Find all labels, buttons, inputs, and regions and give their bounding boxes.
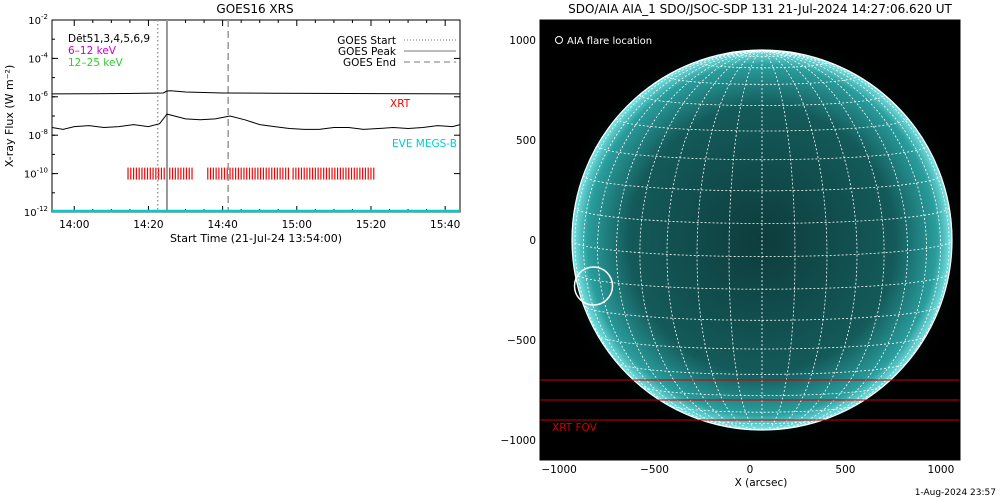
longitude-line [761, 50, 828, 431]
aia-x-tick-label: 0 [747, 464, 754, 476]
series-goes-short-channel [51, 113, 461, 130]
latitude-line [574, 207, 950, 224]
x-tick-label: 15:20 [356, 219, 386, 231]
goes-title: GOES16 XRS [216, 2, 293, 16]
longitude-line [761, 50, 908, 429]
longitude-line [761, 50, 858, 431]
latitude-line [696, 61, 828, 69]
latitude-line [699, 418, 825, 424]
flare-legend-symbol [555, 36, 563, 44]
aia-y-tick-label: 500 [516, 135, 536, 147]
y-tick-label: 10-8 [28, 128, 48, 142]
latitude-line [616, 362, 908, 375]
goes-x-ticks: 14:00 14:20 14:40 15:00 15:20 15:40 [59, 20, 460, 231]
latitude-line [583, 305, 941, 321]
aia-y-tick-label: −1000 [500, 435, 536, 447]
longitude-line [761, 50, 941, 425]
legend-detector-label: Dēt51,3,4,5,6,9 [68, 33, 150, 45]
aia-flare-location-circle [573, 266, 614, 306]
eve-megs-b-label: EVE MEGS-B [392, 138, 457, 150]
sun-limb [571, 49, 953, 431]
aia-image-panel: SDO/AIA AIA_1 SDO/JSOC-SDP 131 21-Jul-20… [500, 2, 961, 489]
legend-goes-peak-label: GOES Peak [338, 46, 397, 58]
aia-y-tick-label: 1000 [509, 35, 536, 47]
y-tick-label: 10-10 [24, 167, 48, 181]
goes-legend-right: GOES Start GOES Peak GOES End [337, 35, 456, 69]
goes-y-axis-label: X-ray Flux (W m⁻²) [3, 65, 16, 167]
heliographic-grid [571, 50, 953, 431]
aia-y-tick-label: 0 [529, 235, 536, 247]
x-tick-label: 14:40 [207, 219, 237, 231]
x-tick-label: 15:00 [282, 219, 312, 231]
y-tick-label: 10-4 [28, 51, 48, 65]
goes-event-markers [156, 20, 229, 212]
aia-x-axis-label: X (arcsec) [735, 477, 788, 489]
longitude-line [583, 50, 763, 425]
longitude-line [761, 50, 927, 428]
x-tick-label: 14:00 [59, 219, 89, 231]
goes-xrs-panel: GOES16 XRS 10-12 10-10 10-8 10-6 10-4 10-2 14… [3, 2, 461, 245]
latitude-line [639, 94, 885, 106]
legend-6-12kev-label: 6–12 keV [68, 45, 117, 57]
latitude-line [668, 404, 856, 413]
longitude-line [639, 50, 763, 430]
aia-x-ticks: −1000 −500 0 500 1000 [541, 454, 954, 476]
aia-y-tick-label: −500 [507, 335, 536, 347]
latitude-line [597, 145, 927, 161]
legend-12-25kev-label: 12–25 keV [68, 57, 123, 69]
aia-x-tick-label: 500 [835, 464, 855, 476]
generation-timestamp: 1-Aug-2024 23:57 [914, 488, 996, 498]
legend-goes-start-label: GOES Start [337, 35, 396, 47]
xrt-label: XRT [390, 98, 411, 110]
xrt-fov-label: XRT FOV [552, 422, 598, 434]
aia-x-tick-label: −500 [640, 464, 669, 476]
legend-goes-end-label: GOES End [343, 57, 396, 69]
longitude-line [666, 50, 763, 431]
longitude-line [761, 50, 885, 430]
y-tick-label: 10-6 [28, 90, 48, 104]
xrt-intervals [127, 167, 375, 180]
latitude-line [640, 385, 884, 396]
y-tick-label: 10-12 [24, 205, 48, 219]
series-goes-long-channel [51, 90, 461, 95]
goes-legend-left: Dēt51,3,4,5,6,9 6–12 keV 12–25 keV [68, 33, 150, 69]
latitude-line [616, 118, 908, 132]
longitude-line [696, 50, 763, 431]
longitude-line [597, 50, 763, 428]
longitude-line [616, 50, 763, 429]
x-tick-label: 15:40 [430, 219, 460, 231]
aia-x-tick-label: −1000 [541, 464, 577, 476]
aia-image: AIA flare location [554, 32, 960, 448]
goes-x-axis-label: Start Time (21-Jul-24 13:54:00) [170, 232, 342, 245]
aia-y-ticks: 1000 500 0 −500 −1000 [500, 35, 546, 447]
y-tick-label: 10-2 [28, 13, 48, 27]
flare-legend-label: AIA flare location [567, 36, 652, 47]
goes-series [51, 90, 461, 213]
x-tick-label: 14:20 [133, 219, 163, 231]
aia-title: SDO/AIA AIA_1 SDO/JSOC-SDP 131 21-Jul-20… [568, 2, 952, 16]
aia-x-tick-label: 1000 [928, 464, 955, 476]
